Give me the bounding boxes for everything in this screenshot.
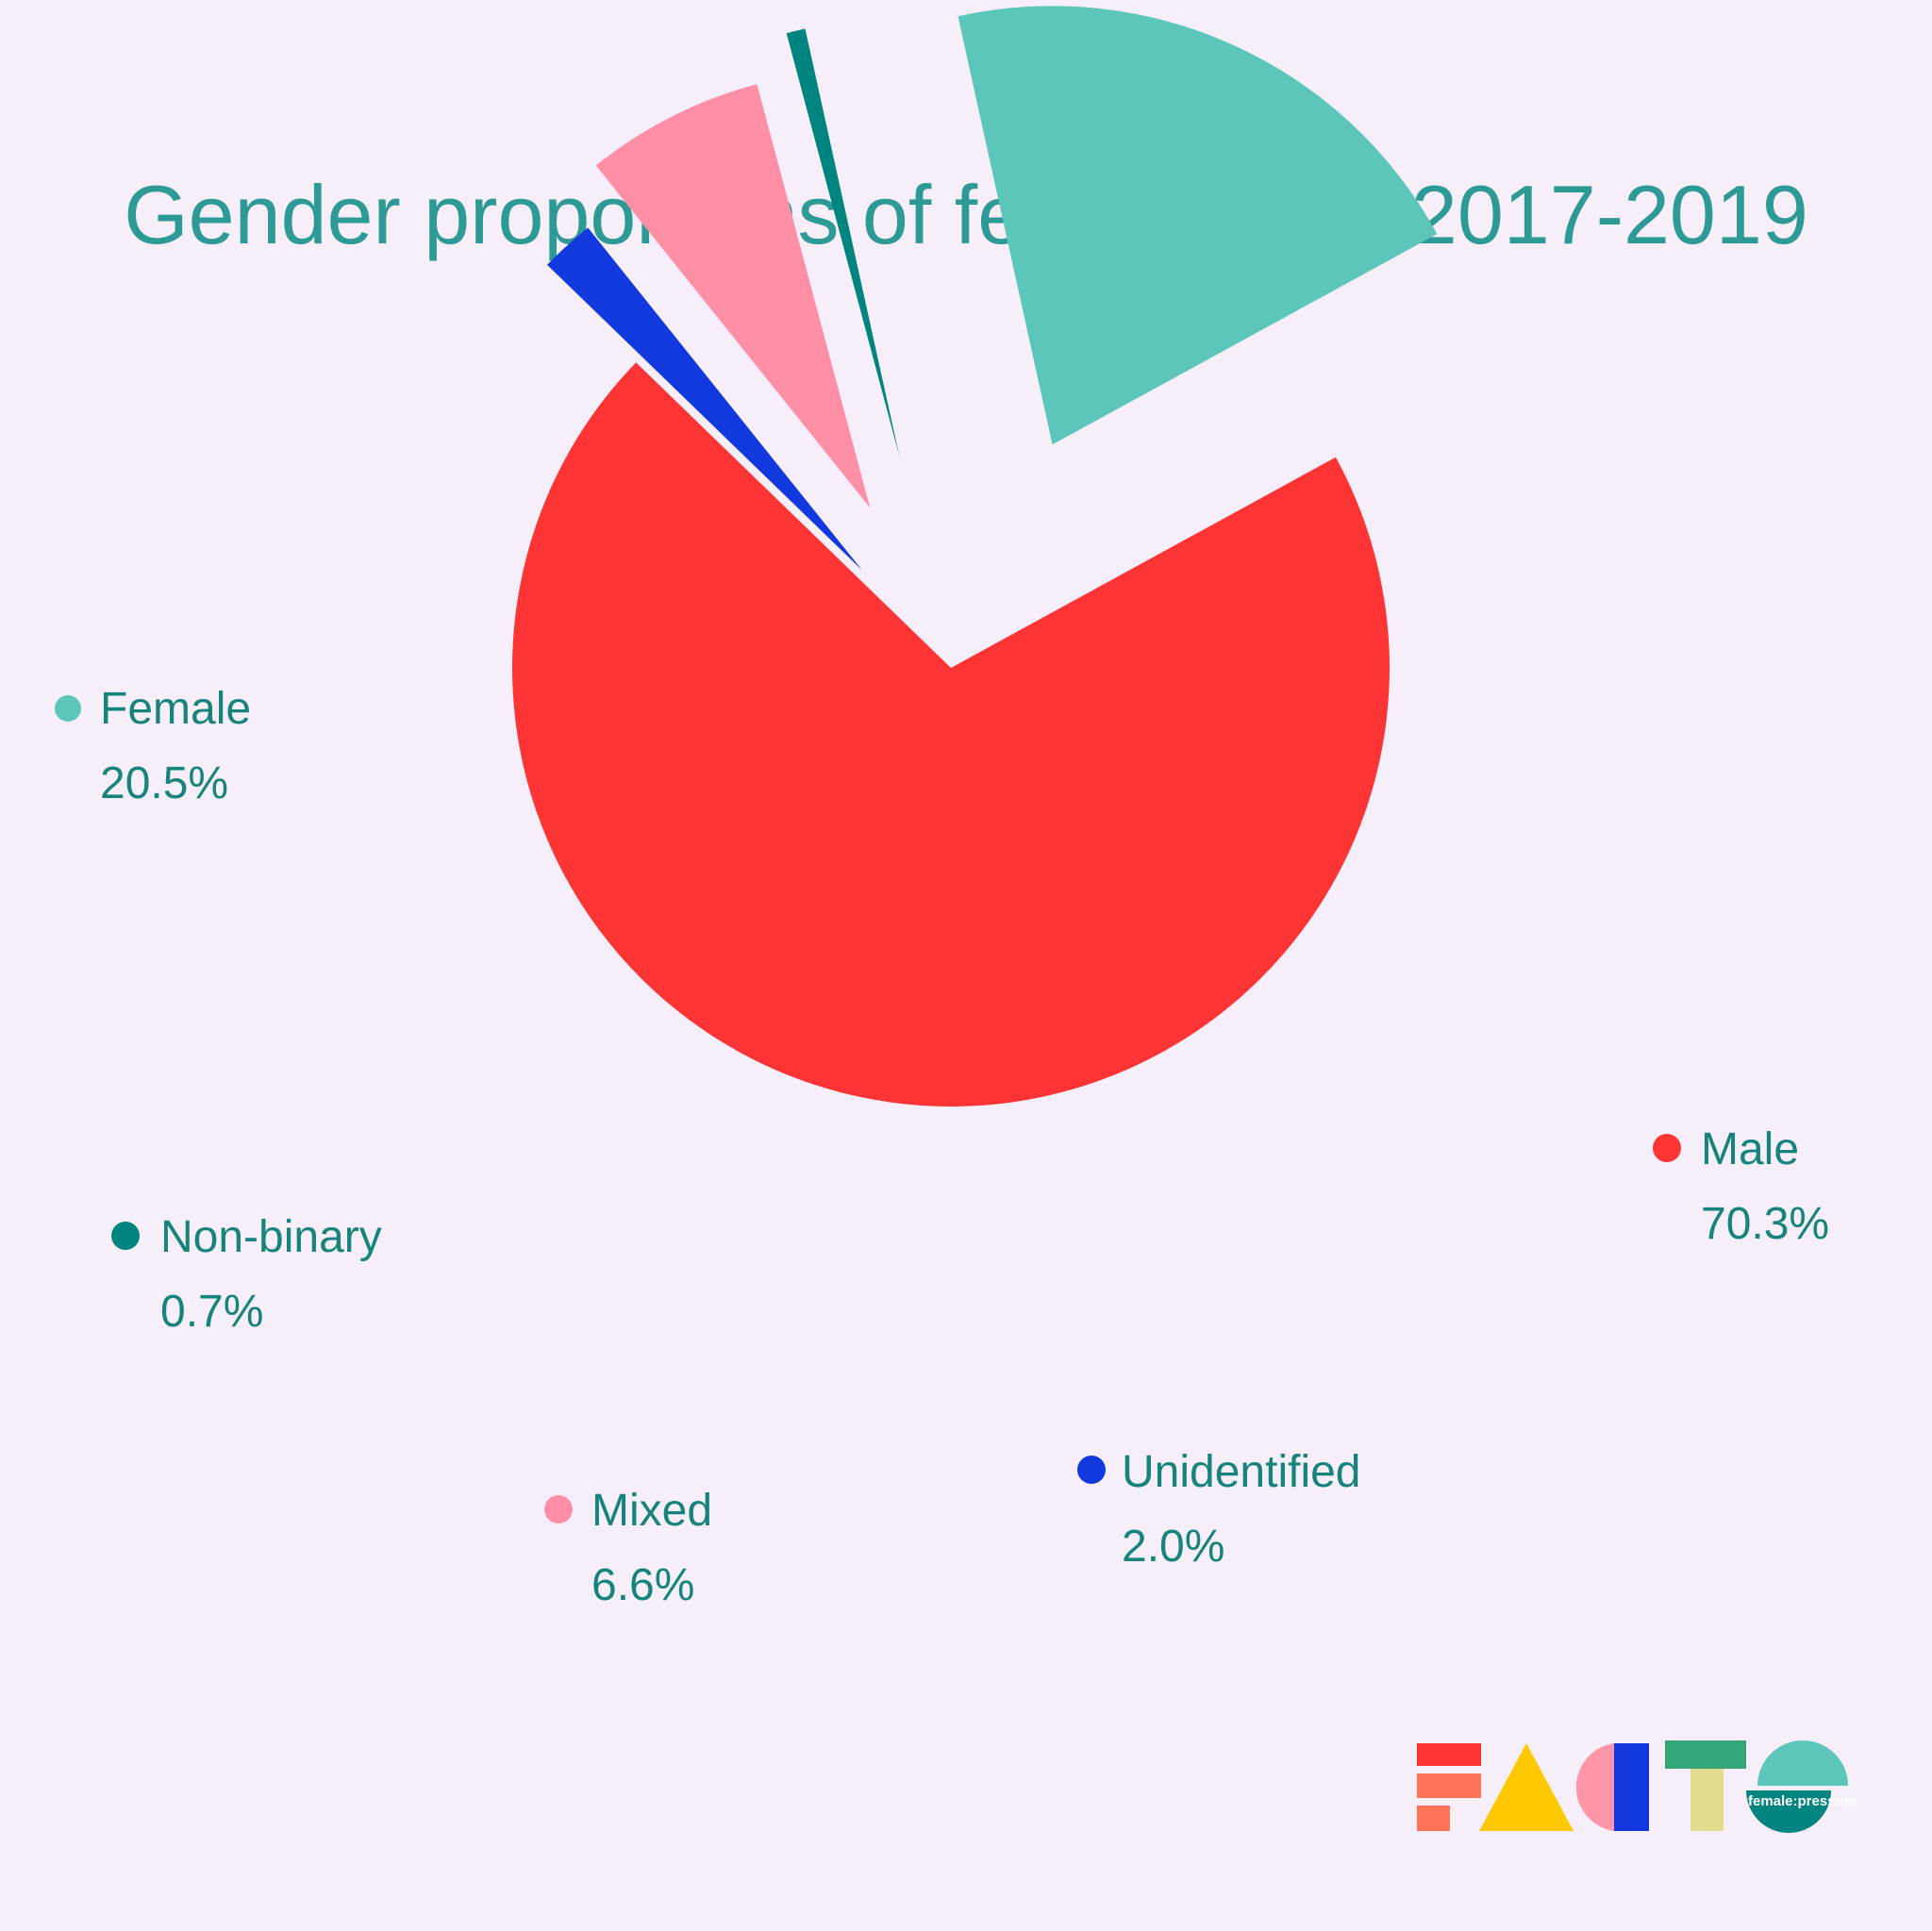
legend-label-mixed: Mixed: [591, 1486, 712, 1536]
legend-marker-unidentified: [1077, 1456, 1106, 1484]
legend-mixed: Mixed 6.6%: [544, 1486, 712, 1610]
logo-f-top-bar: [1417, 1743, 1481, 1766]
legend-value-unidentified: 2.0%: [1122, 1522, 1224, 1572]
logo-s-bottom-half: [1746, 1790, 1831, 1833]
pie-slice-female: [958, 6, 1438, 445]
pie-slice-male: [511, 362, 1390, 1107]
legend-marker-mixed: [544, 1495, 573, 1523]
legend-female: Female 20.5%: [55, 684, 251, 808]
legend-value-male: 70.3%: [1701, 1199, 1829, 1249]
logo-i-bar: [1614, 1743, 1649, 1831]
logo-f-middle-bar: [1417, 1773, 1481, 1798]
logo-t-stem: [1690, 1769, 1724, 1831]
legend-marker-male: [1653, 1134, 1681, 1162]
legend-unidentified: Unidentified 2.0%: [1077, 1447, 1361, 1572]
logo-a-triangle: [1479, 1743, 1574, 1831]
pie-slice-mixed: [595, 84, 871, 508]
pie-slices: [511, 6, 1438, 1107]
logo-c-half-circle: [1575, 1743, 1614, 1831]
legend-value-female: 20.5%: [100, 758, 228, 808]
legend-value-mixed: 6.6%: [591, 1560, 694, 1610]
legend-non-binary: Non-binary 0.7%: [111, 1212, 382, 1337]
logo-f-bottom-bar: [1417, 1806, 1450, 1831]
legend-label-unidentified: Unidentified: [1122, 1447, 1361, 1497]
legend-label-male: Male: [1701, 1124, 1799, 1174]
pie-slice-unidentified: [547, 227, 862, 571]
pie-slice-non-binary: [786, 28, 900, 458]
legend-label-female: Female: [100, 684, 251, 734]
legend-male: Male 70.3%: [1653, 1124, 1829, 1249]
legend-marker-female: [55, 695, 81, 722]
logo-s-top-half: [1757, 1740, 1848, 1786]
facts-logo: female:pressure: [1417, 1740, 1857, 1833]
legend-marker-non-binary: [111, 1222, 140, 1250]
logo-t-top: [1665, 1740, 1746, 1769]
legend-value-non-binary: 0.7%: [160, 1287, 263, 1337]
chart-title: Gender proportions of festival acts 2017…: [124, 168, 1808, 261]
legend-label-non-binary: Non-binary: [160, 1212, 382, 1262]
logo-text: female:pressure: [1748, 1793, 1857, 1809]
